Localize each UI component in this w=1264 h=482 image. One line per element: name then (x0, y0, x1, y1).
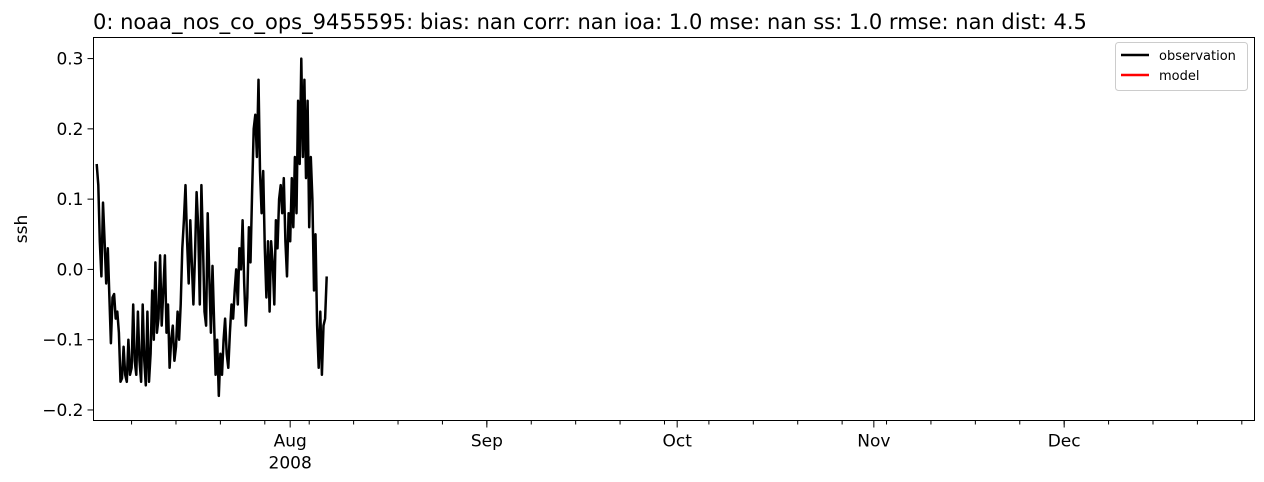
legend: observation model (1115, 42, 1248, 91)
x-tick-label: Oct (662, 432, 692, 452)
legend-label-observation: observation (1159, 49, 1236, 64)
y-tick-label: 0.0 (56, 260, 83, 280)
y-tick-label: −0.1 (42, 331, 83, 351)
chart-title: 0: noaa_nos_co_ops_9455595: bias: nan co… (93, 10, 1087, 35)
series-line-observation (95, 57, 328, 398)
x-tick-label: Sep (471, 432, 503, 452)
y-axis-label: ssh (12, 215, 32, 244)
x-tick-label: Dec (1048, 432, 1081, 452)
axes-frame (93, 37, 1255, 421)
legend-label-model: model (1159, 69, 1199, 84)
y-tick-label: 0.2 (56, 120, 83, 140)
y-tick-label: 0.1 (56, 190, 83, 210)
x-tick-label: Nov (857, 432, 890, 452)
x-tick-label: Aug (274, 432, 307, 452)
plot-area (95, 57, 328, 398)
y-tick-label: −0.2 (42, 401, 83, 421)
x-tick-sublabel: 2008 (269, 454, 312, 474)
y-tick-label: 0.3 (56, 50, 83, 70)
y-axis: −0.2 −0.1 0.0 0.1 0.2 0.3 (42, 50, 94, 421)
